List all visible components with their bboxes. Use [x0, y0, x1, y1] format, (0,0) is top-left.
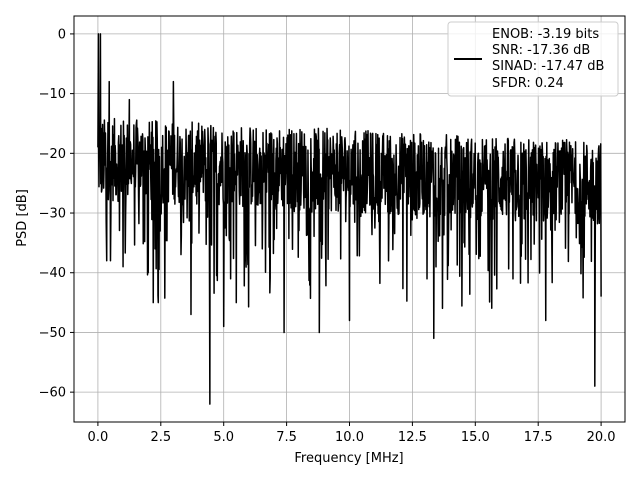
legend-entry-enob: ENOB: -3.19 bits [492, 27, 599, 42]
ticks: 0.0 2.5 5.0 7.5 10.0 12.5 15.0 17.5 20.0 0 −10 −20 −… [39, 27, 616, 445]
x-tick-label: 7.5 [276, 430, 297, 445]
y-tick-label: −20 [39, 147, 66, 162]
y-tick-label: −10 [39, 87, 66, 102]
legend-box [447, 21, 619, 97]
x-tick-label: 20.0 [587, 430, 616, 445]
x-tick-label: 2.5 [150, 430, 171, 445]
y-tick-label: 0 [58, 27, 66, 42]
x-tick-label: 0.0 [88, 430, 109, 445]
legend-entry-snr: SNR: -17.36 dB [492, 43, 590, 58]
y-tick-label: −60 [39, 386, 66, 401]
legend-entry-sinad: SINAD: -17.47 dB [492, 59, 604, 74]
x-tick-label: 17.5 [524, 430, 553, 445]
x-tick-label: 12.5 [398, 430, 427, 445]
y-tick-label: −30 [39, 207, 66, 222]
y-tick-label: −40 [39, 266, 66, 281]
legend-entry-sfdr: SFDR: 0.24 [492, 76, 564, 91]
x-axis-label: Frequency [MHz] [294, 451, 403, 466]
y-tick-label: −50 [39, 326, 66, 341]
y-axis-label: PSD [dB] [15, 189, 30, 247]
plot-area [97, 33, 602, 405]
legend: ENOB: -3.19 bits SNR: -17.36 dB SINAD: -… [447, 21, 619, 97]
x-tick-label: 10.0 [335, 430, 364, 445]
x-tick-label: 5.0 [213, 430, 234, 445]
x-tick-label: 15.0 [461, 430, 490, 445]
psd-series-line [97, 33, 602, 405]
